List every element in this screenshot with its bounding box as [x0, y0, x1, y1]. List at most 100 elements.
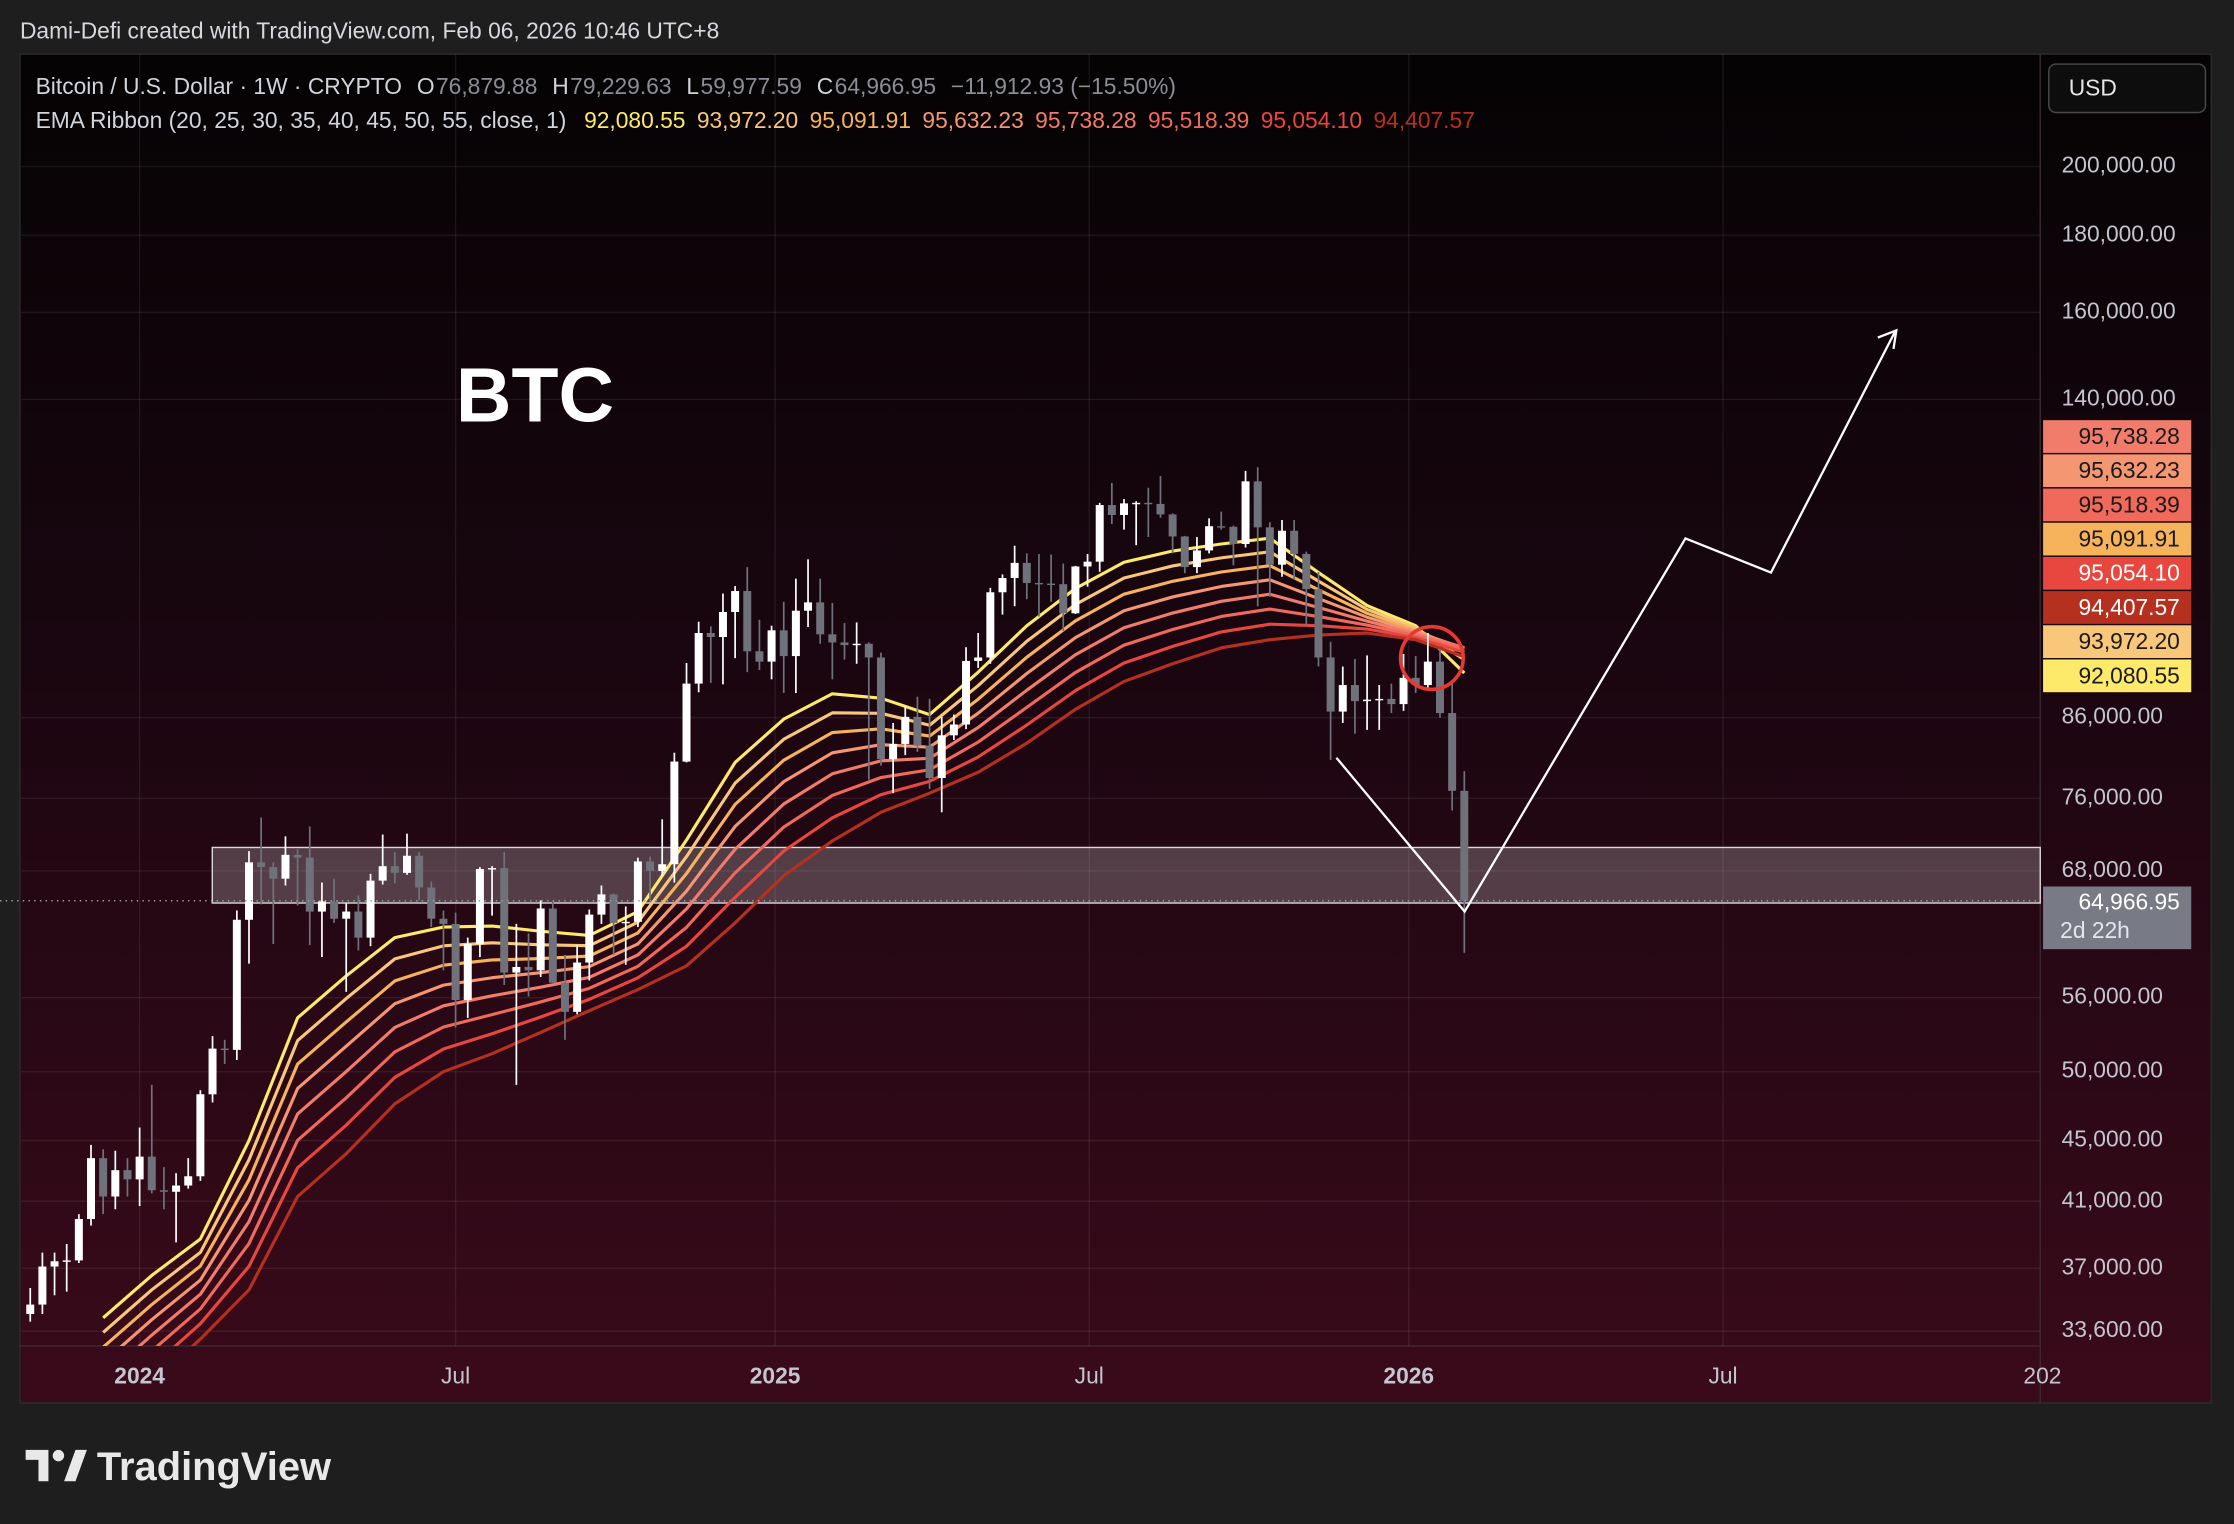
- ema-label-box: [2043, 488, 2192, 522]
- candle-body: [208, 1048, 217, 1095]
- candle-body: [804, 602, 813, 611]
- y-tick-label: 86,000.00: [2062, 703, 2163, 729]
- ema-ribbon: [102, 536, 1466, 1346]
- candle-body: [889, 743, 898, 760]
- candle-body: [220, 1048, 229, 1051]
- candle-body: [1095, 505, 1104, 562]
- y-tick-label: 140,000.00: [2062, 384, 2176, 410]
- candle-body: [1034, 582, 1043, 585]
- candle-body: [1265, 527, 1274, 565]
- candle-body: [500, 868, 509, 973]
- ema-label-box: [2043, 522, 2192, 556]
- candle-body: [1156, 503, 1165, 515]
- candle-body: [1132, 502, 1141, 505]
- symbol-legend: Bitcoin / U.S. Dollar · 1W · CRYPTO O76,…: [36, 73, 1176, 99]
- candle-body: [791, 610, 800, 657]
- top-note: Dami-Defi created with TradingView.com, …: [20, 17, 719, 43]
- countdown-label: 2d 22h: [2060, 917, 2130, 943]
- candle-body: [1411, 677, 1420, 686]
- y-tick-label: 160,000.00: [2062, 297, 2176, 323]
- candle-body: [779, 630, 788, 657]
- candle-body: [38, 1266, 47, 1305]
- candle-body: [62, 1260, 71, 1262]
- candle-body: [1107, 505, 1116, 515]
- y-tick-label: 41,000.00: [2062, 1186, 2163, 1212]
- candle-body: [293, 854, 302, 858]
- candle-body: [998, 578, 1007, 593]
- candle-body: [1071, 566, 1080, 614]
- candle-body: [1229, 526, 1238, 544]
- ema-price-labels: 95,738.28 95,632.23 95,518.39 95,091.91 95,0…: [2043, 420, 2192, 693]
- candle-body: [159, 1190, 168, 1192]
- ema-label-box: [2043, 659, 2192, 693]
- ema-label: 95,054.10: [2078, 560, 2179, 586]
- candle-body: [1423, 661, 1432, 686]
- ribbon-title: EMA Ribbon (20, 25, 30, 35, 40, 45, 50, …: [36, 107, 567, 133]
- ohlc-key: C: [817, 73, 833, 99]
- candle-body: [172, 1185, 181, 1192]
- logo-mark: [25, 1449, 49, 1482]
- candle-body: [560, 982, 569, 1012]
- candle-body: [111, 1170, 120, 1197]
- highlight-circle: [1398, 624, 1465, 692]
- x-tick-label: Jul: [441, 1362, 470, 1388]
- candle-body: [1144, 502, 1153, 505]
- ribbon-value: 94,407.57: [1373, 107, 1474, 133]
- candle-body: [876, 657, 885, 760]
- candle-body: [99, 1158, 108, 1197]
- candle-body: [585, 914, 594, 963]
- candle-body: [342, 911, 351, 919]
- currency-button-label[interactable]: USD: [2069, 74, 2117, 100]
- candle-body: [536, 908, 545, 971]
- x-tick-label: 2026: [1383, 1362, 1434, 1388]
- x-tick-label: 2024: [114, 1362, 165, 1388]
- candle-body: [488, 868, 497, 870]
- logo-mark: [64, 1449, 87, 1482]
- x-tick-label: 2025: [750, 1362, 801, 1388]
- ohlc-value: 59,977.59: [701, 73, 802, 99]
- candle-body: [184, 1176, 193, 1186]
- ribbon-value: 95,518.39: [1148, 107, 1249, 133]
- candle-body: [1363, 699, 1372, 702]
- candle-body: [718, 612, 727, 638]
- time-scale: 2024 Jul 2025 Jul 2026 Jul 202: [114, 1362, 2061, 1388]
- ema-label: 95,738.28: [2078, 423, 2179, 449]
- candle-body: [196, 1094, 205, 1177]
- ema-line: [190, 631, 1465, 1346]
- symbol: Bitcoin / U.S. Dollar · 1W · CRYPTO: [36, 73, 402, 99]
- candle-body: [633, 861, 642, 922]
- currency-button[interactable]: USD: [2048, 63, 2207, 114]
- candle-body: [135, 1156, 144, 1180]
- candle-body: [451, 923, 460, 1001]
- candle-body: [1241, 481, 1250, 544]
- currency-button-box[interactable]: [2048, 63, 2207, 114]
- ema-line: [119, 578, 1465, 1346]
- candle-body: [390, 866, 399, 873]
- candle-body: [706, 633, 715, 638]
- candle-body: [670, 761, 679, 865]
- ohlc-key: H: [552, 73, 568, 99]
- ribbon-value: 95,632.23: [922, 107, 1023, 133]
- candle-body: [87, 1158, 95, 1220]
- candle-body: [1120, 503, 1129, 515]
- ema-label: 93,972.20: [2078, 628, 2179, 654]
- candle-body: [937, 735, 946, 779]
- arrow-head: [1877, 328, 1898, 350]
- candle-body: [1375, 698, 1384, 701]
- grid: [21, 54, 2041, 1346]
- ohlc-value: 79,229.63: [570, 73, 671, 99]
- candle-body: [621, 921, 630, 924]
- candle-body: [852, 643, 861, 646]
- ribbon-value: 92,080.55: [584, 107, 685, 133]
- candle-body: [1083, 561, 1092, 567]
- ema-line: [102, 564, 1465, 1346]
- ema-label: 94,407.57: [2078, 594, 2179, 620]
- candle-body: [767, 630, 776, 662]
- candle-body: [1059, 584, 1068, 614]
- candle-body: [1217, 526, 1226, 528]
- footer-logo: TradingView: [25, 1445, 332, 1489]
- ribbon-legend: EMA Ribbon (20, 25, 30, 35, 40, 45, 50, …: [36, 107, 1475, 133]
- candle-body: [1302, 553, 1311, 590]
- candles: [26, 467, 1469, 1322]
- y-tick-label: 76,000.00: [2062, 783, 2163, 809]
